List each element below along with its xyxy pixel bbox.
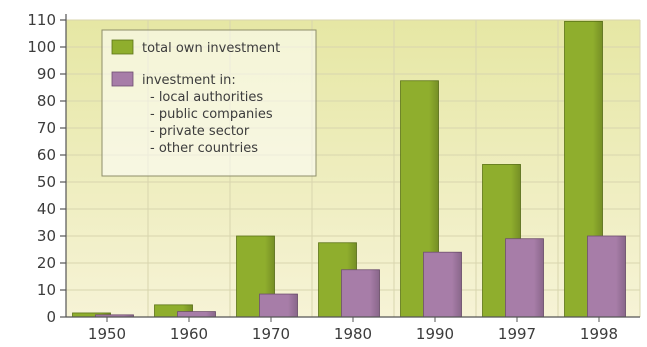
- bar-shade: [505, 238, 544, 317]
- bar-shade: [341, 269, 380, 317]
- legend: total own investment investment in: - loc…: [101, 29, 317, 177]
- y-tick-label-50: 50: [37, 173, 56, 191]
- bar-shade: [95, 314, 134, 317]
- bar-shade: [587, 236, 626, 317]
- bar-shade: [423, 252, 462, 317]
- x-tick-label-1997: 1997: [498, 325, 536, 343]
- x-tick-label-1990: 1990: [416, 325, 454, 343]
- legend-label-line: - private sector: [150, 124, 250, 139]
- bar-shade: [177, 311, 216, 317]
- legend-label-line: - other countries: [150, 141, 258, 156]
- legend-label-line: - local authorities: [150, 90, 263, 105]
- y-tick-label-30: 30: [37, 227, 56, 245]
- legend-box: [101, 29, 317, 177]
- y-tick-label-110: 110: [27, 11, 56, 29]
- legend-swatch-total-own-investment: [111, 39, 134, 55]
- y-tick-label-20: 20: [37, 254, 56, 272]
- bar-shade: [259, 294, 298, 317]
- bar-shade: [72, 312, 111, 317]
- x-tick-label-1970: 1970: [252, 325, 290, 343]
- y-tick-label-70: 70: [37, 119, 56, 137]
- y-tick-label-10: 10: [37, 281, 56, 299]
- legend-label-line: investment in:: [142, 73, 236, 88]
- legend-label-total-own-investment: total own investment: [142, 41, 280, 56]
- x-tick-label-1980: 1980: [334, 325, 372, 343]
- x-tick-label-1960: 1960: [170, 325, 208, 343]
- y-tick-label-100: 100: [27, 38, 56, 56]
- y-tick-label-0: 0: [46, 308, 56, 326]
- legend-swatch-investment-in: [111, 71, 134, 87]
- legend-label-investment-in: investment in: - local authorities - publi…: [142, 73, 273, 156]
- legend-label-line: - public companies: [150, 107, 273, 122]
- axes: 0 10 20 30 40 50 60 70 80 90 100 110 1950 1960 1970 198…: [27, 11, 640, 343]
- y-tick-label-80: 80: [37, 92, 56, 110]
- y-tick-label-40: 40: [37, 200, 56, 218]
- y-tick-label-60: 60: [37, 146, 56, 164]
- x-tick-label-1998: 1998: [580, 325, 618, 343]
- bars: [72, 20, 626, 318]
- y-tick-label-90: 90: [37, 65, 56, 83]
- x-tick-label-1950: 1950: [88, 325, 126, 343]
